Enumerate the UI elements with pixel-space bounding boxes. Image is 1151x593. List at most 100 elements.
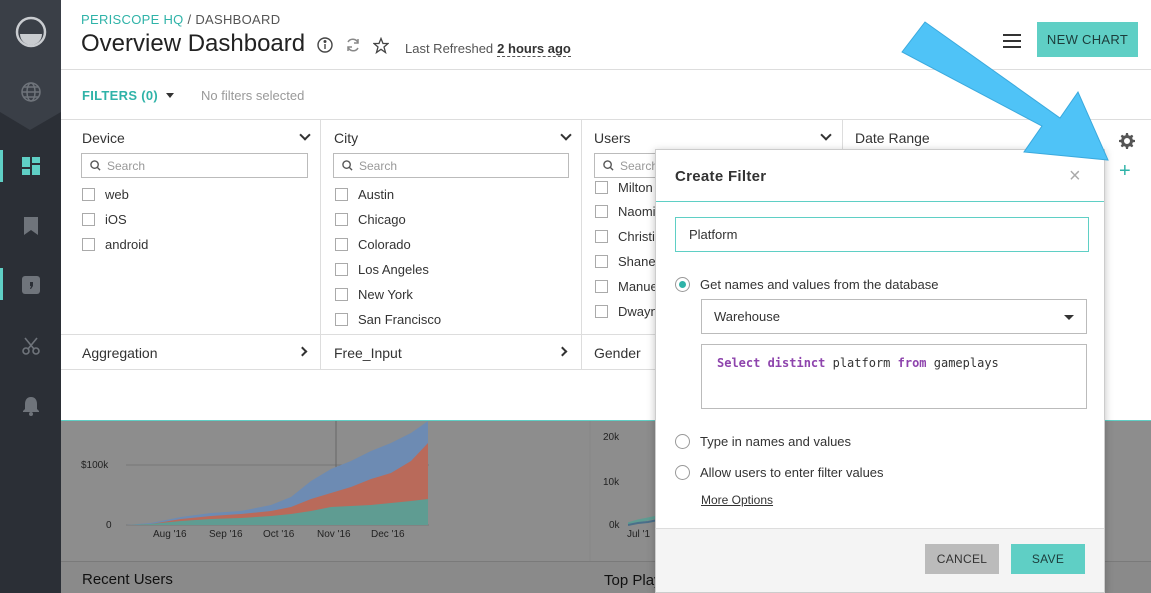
filters-toggle[interactable]: FILTERS (0) (82, 88, 174, 103)
gear-icon[interactable] (1119, 133, 1135, 154)
database-select[interactable]: Warehouse (701, 299, 1087, 334)
option-label: Milton (618, 180, 653, 195)
filter-name-input[interactable] (675, 217, 1089, 252)
more-options-link[interactable]: More Options (701, 493, 774, 507)
radio-allow-option[interactable]: Allow users to enter filter values (675, 465, 884, 480)
quote-icon[interactable] (0, 267, 61, 303)
search-placeholder: Search (620, 158, 659, 173)
checkbox[interactable] (82, 213, 95, 226)
bookmark-icon[interactable] (0, 208, 61, 244)
checkbox[interactable] (335, 263, 348, 276)
option-naomi[interactable]: Naomi (595, 204, 656, 219)
checkbox[interactable] (335, 238, 348, 251)
globe-icon[interactable] (0, 74, 61, 110)
option-label: Shane (618, 254, 656, 269)
option-colorado[interactable]: Colorado (335, 237, 411, 252)
search-input[interactable]: Search (333, 153, 569, 178)
option-dwayn[interactable]: Dwayn (595, 304, 658, 319)
sidebar-active-indicator (0, 150, 3, 182)
top-players-title: Top Play (604, 572, 662, 589)
search-placeholder: Search (359, 158, 398, 173)
checkbox[interactable] (595, 255, 608, 268)
caret-down-icon (1064, 315, 1074, 320)
filter-panel-aggregation[interactable]: Aggregation (61, 335, 321, 370)
filter-bar: FILTERS (0) No filters selected (61, 70, 1151, 120)
option-label: Austin (358, 187, 395, 202)
header: PERISCOPE HQ / DASHBOARD Overview Dashbo… (61, 0, 1151, 70)
dashboard-icon[interactable] (0, 148, 61, 184)
option-web[interactable]: web (82, 187, 129, 202)
no-filters-text: No filters selected (201, 88, 305, 103)
close-icon[interactable]: × (1069, 165, 1081, 187)
option-new-york[interactable]: New York (335, 287, 413, 302)
option-label: iOS (105, 212, 127, 227)
add-filter-plus-icon[interactable]: + (1119, 160, 1131, 182)
panel-title: Date Range (855, 130, 930, 146)
checkbox[interactable] (595, 280, 608, 293)
checkbox[interactable] (82, 238, 95, 251)
radio-button[interactable] (675, 434, 690, 449)
checkbox[interactable] (595, 230, 608, 243)
bell-icon[interactable] (0, 388, 61, 424)
hamburger-menu-icon[interactable] (1003, 34, 1021, 48)
chevron-down-icon[interactable] (820, 129, 832, 141)
breadcrumb-org[interactable]: PERISCOPE HQ (81, 12, 184, 27)
panel-title: Device (82, 130, 125, 146)
search-icon (603, 160, 614, 171)
breadcrumb-separator: / (183, 12, 196, 27)
search-input[interactable]: Search (81, 153, 308, 178)
option-chicago[interactable]: Chicago (335, 212, 406, 227)
option-label: Christi (618, 229, 655, 244)
breadcrumb: PERISCOPE HQ / DASHBOARD (81, 12, 280, 27)
scissors-icon[interactable] (0, 328, 61, 364)
radio-label: Get names and values from the database (700, 277, 939, 292)
chevron-right-icon (297, 346, 308, 357)
create-filter-modal: Create Filter × Get names and values fro… (655, 149, 1105, 593)
y-tick: 10k (603, 477, 620, 488)
option-milton[interactable]: Milton (595, 180, 653, 195)
sql-editor[interactable]: Select distinct platform from gameplays (701, 344, 1087, 409)
checkbox[interactable] (335, 313, 348, 326)
last-refreshed: Last Refreshed 2 hours ago (405, 41, 571, 57)
breadcrumb-page: DASHBOARD (195, 12, 281, 27)
checkbox[interactable] (335, 188, 348, 201)
save-button[interactable]: SAVE (1011, 544, 1085, 574)
checkbox[interactable] (595, 305, 608, 318)
new-chart-button[interactable]: NEW CHART (1037, 22, 1138, 57)
option-label: New York (358, 287, 413, 302)
radio-type-option[interactable]: Type in names and values (675, 434, 851, 449)
option-label: San Francisco (358, 312, 442, 327)
users-option-list: Milton Naomi Christi Shane Manue Dwayn (582, 179, 842, 334)
checkbox[interactable] (335, 213, 348, 226)
checkbox[interactable] (595, 181, 608, 194)
chevron-down-icon[interactable] (299, 129, 311, 141)
checkbox[interactable] (82, 188, 95, 201)
y-tick: 0 (106, 520, 112, 531)
option-austin[interactable]: Austin (335, 187, 394, 202)
header-icons (317, 36, 389, 54)
panel-title: Gender (594, 345, 641, 361)
filter-panel-free-input[interactable]: Free_Input (321, 335, 582, 370)
option-ios[interactable]: iOS (82, 212, 127, 227)
radio-button-selected[interactable] (675, 277, 690, 292)
option-los-angeles[interactable]: Los Angeles (335, 262, 429, 277)
radio-button[interactable] (675, 465, 690, 480)
option-android[interactable]: android (82, 237, 148, 252)
option-san-francisco[interactable]: San Francisco (335, 312, 441, 327)
chevron-down-icon[interactable] (560, 129, 572, 141)
option-shane[interactable]: Shane (595, 254, 656, 269)
star-icon[interactable] (373, 36, 389, 54)
option-christi[interactable]: Christi (595, 229, 655, 244)
periscope-logo-icon[interactable] (0, 14, 61, 50)
checkbox[interactable] (595, 205, 608, 218)
last-refreshed-value[interactable]: 2 hours ago (497, 41, 571, 57)
option-label: android (105, 237, 149, 252)
x-tick: Dec '16 (371, 529, 405, 540)
option-manue[interactable]: Manue (595, 279, 658, 294)
cancel-button[interactable]: CANCEL (925, 544, 999, 574)
info-icon[interactable] (317, 37, 333, 53)
revenue-area-chart (126, 421, 429, 526)
radio-database-option[interactable]: Get names and values from the database (675, 277, 938, 292)
refresh-icon[interactable] (345, 37, 361, 53)
checkbox[interactable] (335, 288, 348, 301)
